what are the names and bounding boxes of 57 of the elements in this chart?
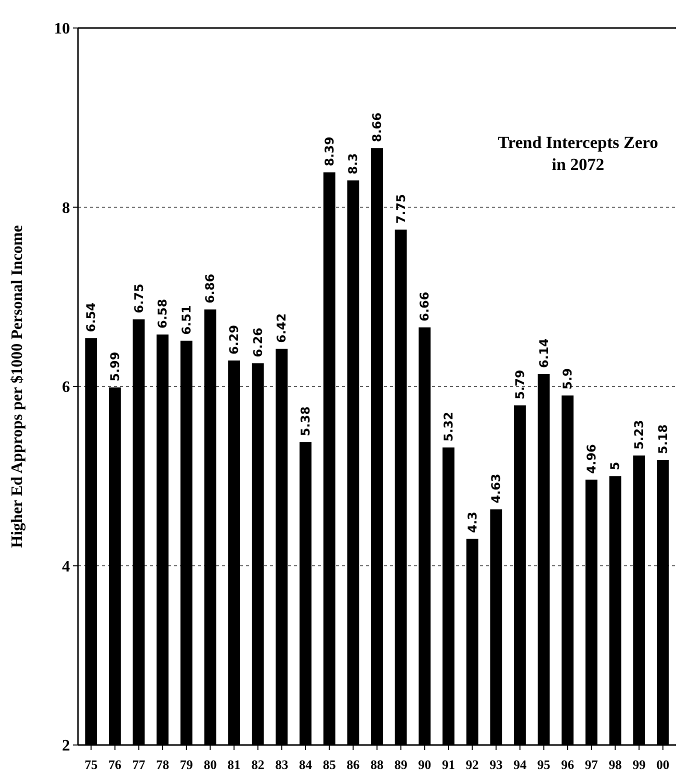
x-tick-label: 93 [490, 757, 504, 772]
annotation: Trend Intercepts Zero in 2072 [498, 133, 658, 174]
data-label: 6.66 [418, 292, 432, 322]
data-label: 6.58 [156, 298, 170, 329]
x-tick-label: 95 [537, 757, 551, 772]
data-label: 6.14 [536, 338, 551, 368]
y-tick-label: 10 [54, 20, 70, 38]
data-label: 5.99 [108, 352, 122, 382]
x-tick-label: 84 [299, 757, 313, 772]
x-tick-label: 91 [442, 757, 455, 772]
data-label: 4.63 [489, 474, 504, 504]
data-label: 6.42 [274, 313, 289, 343]
x-tick-label: 96 [561, 757, 575, 772]
x-tick-label: 90 [418, 757, 432, 772]
data-label: 6.75 [132, 284, 146, 314]
x-tick-label: 97 [584, 757, 598, 772]
data-label: 6.26 [250, 328, 265, 358]
x-tick-label: 76 [108, 757, 122, 772]
x-tick-label: 92 [466, 757, 479, 772]
x-tick-label: 98 [608, 757, 622, 772]
y-axis-title: Higher Ed Approps per $1000 Personal Income [9, 225, 26, 548]
data-label: 8.66 [370, 112, 384, 142]
data-label: 4.3 [465, 512, 480, 533]
data-label: 5.79 [512, 370, 527, 400]
data-label: 6.29 [227, 324, 242, 355]
y-tick-label: 8 [62, 200, 70, 217]
data-label: 5 [608, 462, 622, 470]
y-tick-label: 4 [62, 558, 70, 576]
data-label: 6.54 [84, 302, 98, 332]
x-tick-label: 99 [632, 757, 646, 772]
data-label: 8.39 [322, 136, 336, 166]
data-label: 7.75 [394, 194, 408, 224]
x-tick-label: 82 [251, 757, 264, 772]
y-tick-label: 2 [62, 738, 70, 755]
x-tick-label: 75 [84, 757, 98, 772]
data-label: 5.32 [441, 412, 456, 442]
x-tick-label: 80 [204, 757, 217, 772]
x-tick-label: 81 [228, 757, 241, 772]
x-tick-label: 86 [346, 757, 360, 772]
x-tick-label: 78 [156, 757, 170, 772]
data-label: 5.9 [560, 368, 575, 390]
data-label: 5.23 [632, 420, 646, 450]
y-tick-label: 6 [62, 379, 70, 396]
data-label: 4.96 [584, 444, 598, 474]
x-tick-label: 85 [322, 757, 336, 772]
data-label: 5.18 [656, 424, 670, 454]
data-label: 5.38 [298, 406, 313, 436]
x-tick-label: 89 [394, 757, 408, 772]
x-tick-label: 88 [370, 757, 384, 772]
data-label: 6.86 [203, 274, 218, 304]
x-tick-label: 79 [180, 757, 194, 772]
x-tick-label: 94 [513, 757, 527, 772]
x-tick-label: 77 [132, 757, 146, 772]
data-label: 8.3 [346, 153, 360, 174]
x-tick-label: 83 [275, 757, 289, 772]
data-label: 6.51 [179, 305, 194, 335]
x-tick-label: 00 [656, 757, 670, 772]
